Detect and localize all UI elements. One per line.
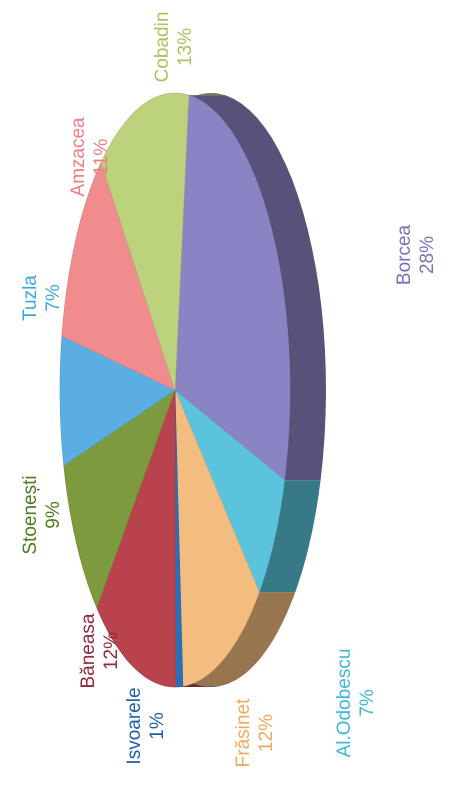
label-tuzla-name: Tuzla [20,275,41,321]
label-borcea-pct: 28% [417,235,438,275]
label-al-odobescu-pct: 7% [357,689,378,717]
label-baneasa-pct: 12% [101,631,122,671]
label-amzacea-name: Amzacea [68,117,89,197]
label-al-odobescu-name: Al.Odobescu [334,648,355,758]
label-al-odobescu: Al.Odobescu 7% [333,639,379,767]
slice-al-odobescu [174,389,285,593]
rim-al-odobescu [259,480,321,593]
slice-isvoarele [174,389,184,688]
label-amzacea-pct: 11% [91,138,112,176]
slice-stoenesti [63,389,176,609]
label-borcea: Borcea 28% [393,213,439,297]
label-cobadin-pct: 13% [175,27,196,67]
label-tuzla: Tuzla 7% [19,270,65,326]
label-tuzla-pct: 7% [43,284,64,312]
label-isvoarele: Isvoarele 1% [123,676,169,776]
rim-frasinet [182,592,296,687]
label-amzacea: Amzacea 11% [67,110,113,204]
pie-slices [59,92,291,688]
label-cobadin-name: Cobadin [152,11,173,83]
slice-tuzla [59,335,176,467]
label-frasinet-name: Frăsinet [233,698,254,768]
label-frasinet-pct: 12% [256,713,277,753]
rim-borcea [188,95,326,481]
label-stoenesti-name: Stoenești [20,475,41,555]
label-stoenesti: Stoenești 9% [19,465,65,565]
slice-cobadin [100,92,190,391]
label-frasinet: Frăsinet 12% [232,688,278,778]
label-baneasa: Băneasa 12% [77,604,123,698]
label-stoenesti-pct: 9% [43,501,64,529]
slice-amzacea [61,161,176,391]
slice-frasinet [174,389,260,687]
label-borcea-name: Borcea [394,224,415,286]
slice-borcea [174,94,291,481]
label-isvoarele-pct: 1% [147,712,168,740]
label-baneasa-name: Băneasa [78,613,99,689]
label-cobadin: Cobadin 13% [151,7,197,87]
label-isvoarele-name: Isvoarele [124,687,145,765]
slice-baneasa [96,389,177,688]
